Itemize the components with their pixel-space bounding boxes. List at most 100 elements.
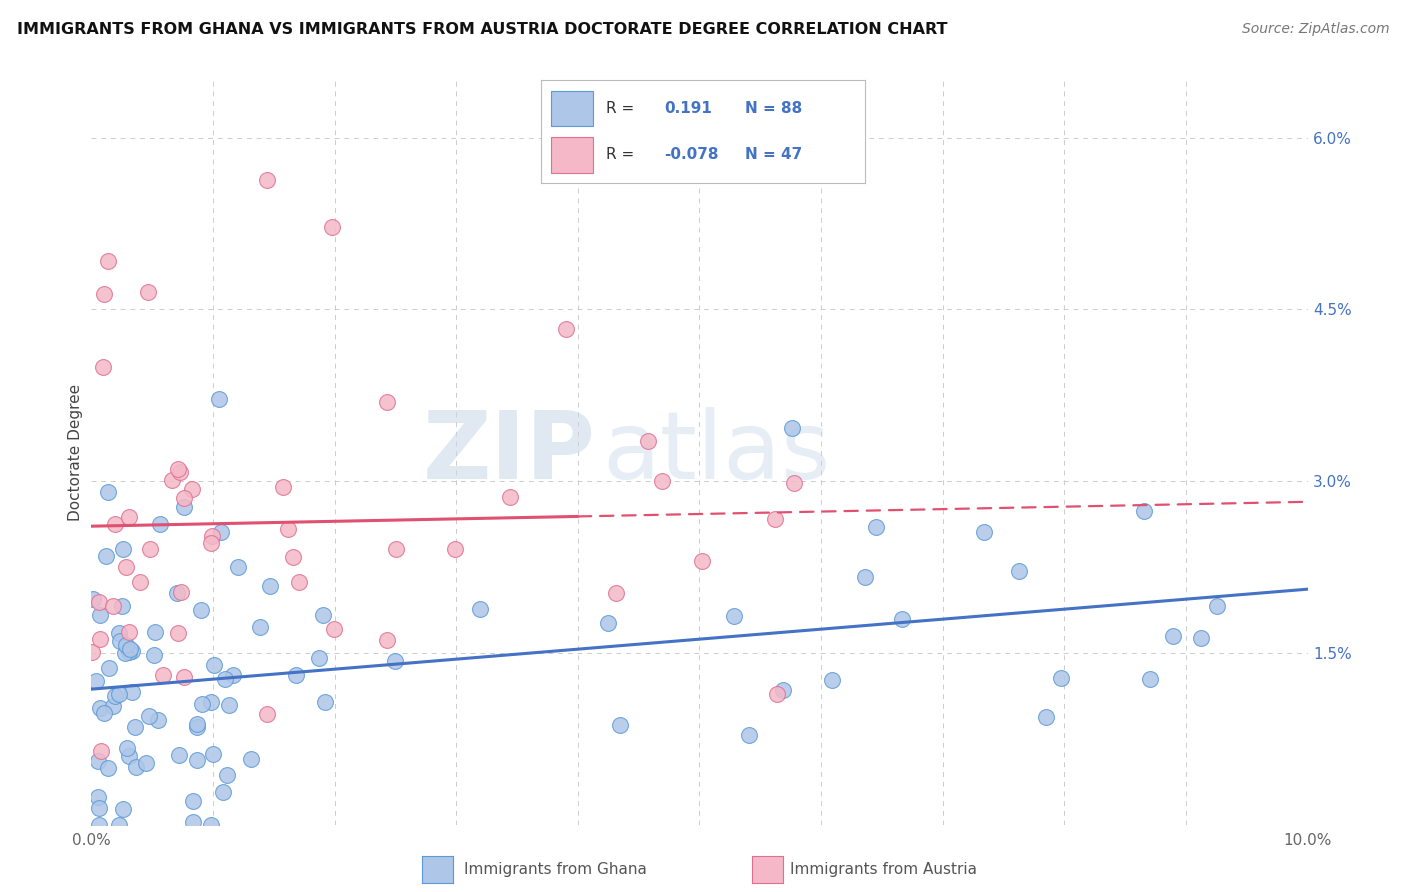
Point (118, 749, 141, 764)
Point (470, 602, 492, 616)
Point (186, 753, 208, 767)
Point (212, 785, 235, 799)
Point (1133, 504, 1156, 518)
Y-axis label: Doctorate Degree: Doctorate Degree (67, 384, 83, 521)
Point (87, 754, 110, 768)
Point (91, 359, 114, 374)
Point (1035, 709, 1057, 723)
Point (181, 815, 204, 830)
Point (166, 586, 188, 600)
Point (385, 542, 408, 557)
Point (169, 465, 191, 479)
Point (87, 801, 110, 815)
Bar (551, 136, 593, 173)
Point (763, 511, 786, 525)
Point (173, 500, 195, 514)
Point (103, 690, 125, 704)
Point (142, 648, 165, 662)
Point (138, 542, 160, 557)
Point (865, 520, 887, 534)
Point (215, 768, 238, 782)
Point (821, 673, 844, 688)
Point (375, 395, 398, 409)
Point (135, 756, 157, 770)
Text: Immigrants from Austria: Immigrants from Austria (790, 863, 977, 877)
Point (202, 657, 225, 672)
Point (321, 220, 343, 235)
Point (121, 644, 143, 658)
Point (1050, 671, 1073, 685)
Point (101, 698, 124, 713)
Point (82, 592, 104, 607)
Point (1189, 632, 1212, 646)
Point (240, 752, 263, 766)
Point (111, 599, 134, 614)
Point (129, 574, 152, 589)
Point (259, 579, 281, 593)
Point (256, 172, 278, 186)
Point (87, 789, 110, 804)
Point (136, 285, 159, 299)
Point (97, 254, 120, 268)
Point (173, 670, 195, 684)
Point (200, 818, 222, 832)
Point (120, 641, 142, 656)
Text: IMMIGRANTS FROM GHANA VS IMMIGRANTS FROM AUSTRIA DOCTORATE DEGREE CORRELATION CH: IMMIGRANTS FROM GHANA VS IMMIGRANTS FROM… (17, 22, 948, 37)
Text: ZIP: ZIP (423, 407, 596, 499)
Point (111, 542, 134, 557)
Point (80, 645, 103, 659)
Text: 0.191: 0.191 (664, 101, 711, 116)
Point (200, 536, 222, 550)
Point (87, 818, 110, 832)
Point (167, 748, 190, 763)
Point (723, 608, 745, 623)
Point (690, 554, 713, 568)
Point (181, 794, 204, 808)
Point (201, 528, 224, 542)
Text: atlas: atlas (602, 407, 831, 499)
Text: R =: R = (606, 147, 640, 162)
Point (97, 661, 120, 675)
Point (737, 728, 759, 742)
Point (115, 638, 138, 652)
Point (308, 651, 330, 665)
Point (149, 517, 172, 532)
Text: N = 88: N = 88 (745, 101, 803, 116)
Point (314, 694, 336, 708)
Point (1206, 599, 1229, 613)
Point (226, 560, 249, 574)
Point (288, 574, 311, 589)
Point (637, 434, 659, 449)
Point (108, 818, 131, 832)
Point (1139, 672, 1161, 686)
Point (375, 632, 398, 647)
Point (103, 599, 125, 613)
Point (89, 701, 111, 715)
Point (96, 761, 118, 775)
Point (186, 720, 208, 734)
Point (173, 491, 195, 506)
Point (110, 634, 132, 648)
Point (114, 559, 136, 574)
Point (170, 585, 193, 599)
Point (104, 516, 127, 531)
Point (273, 480, 295, 494)
Point (201, 747, 224, 761)
Point (93, 706, 115, 721)
Point (118, 645, 141, 659)
Point (772, 683, 794, 698)
Point (115, 741, 138, 756)
Point (107, 688, 129, 702)
Point (114, 647, 136, 661)
Point (891, 612, 914, 626)
Bar (551, 91, 593, 127)
Point (285, 668, 308, 682)
Point (209, 525, 232, 540)
Point (443, 541, 465, 556)
Point (146, 713, 169, 727)
Point (181, 482, 204, 496)
Point (323, 622, 346, 636)
Text: Source: ZipAtlas.com: Source: ZipAtlas.com (1241, 22, 1389, 37)
Point (190, 603, 212, 617)
Point (277, 522, 299, 536)
